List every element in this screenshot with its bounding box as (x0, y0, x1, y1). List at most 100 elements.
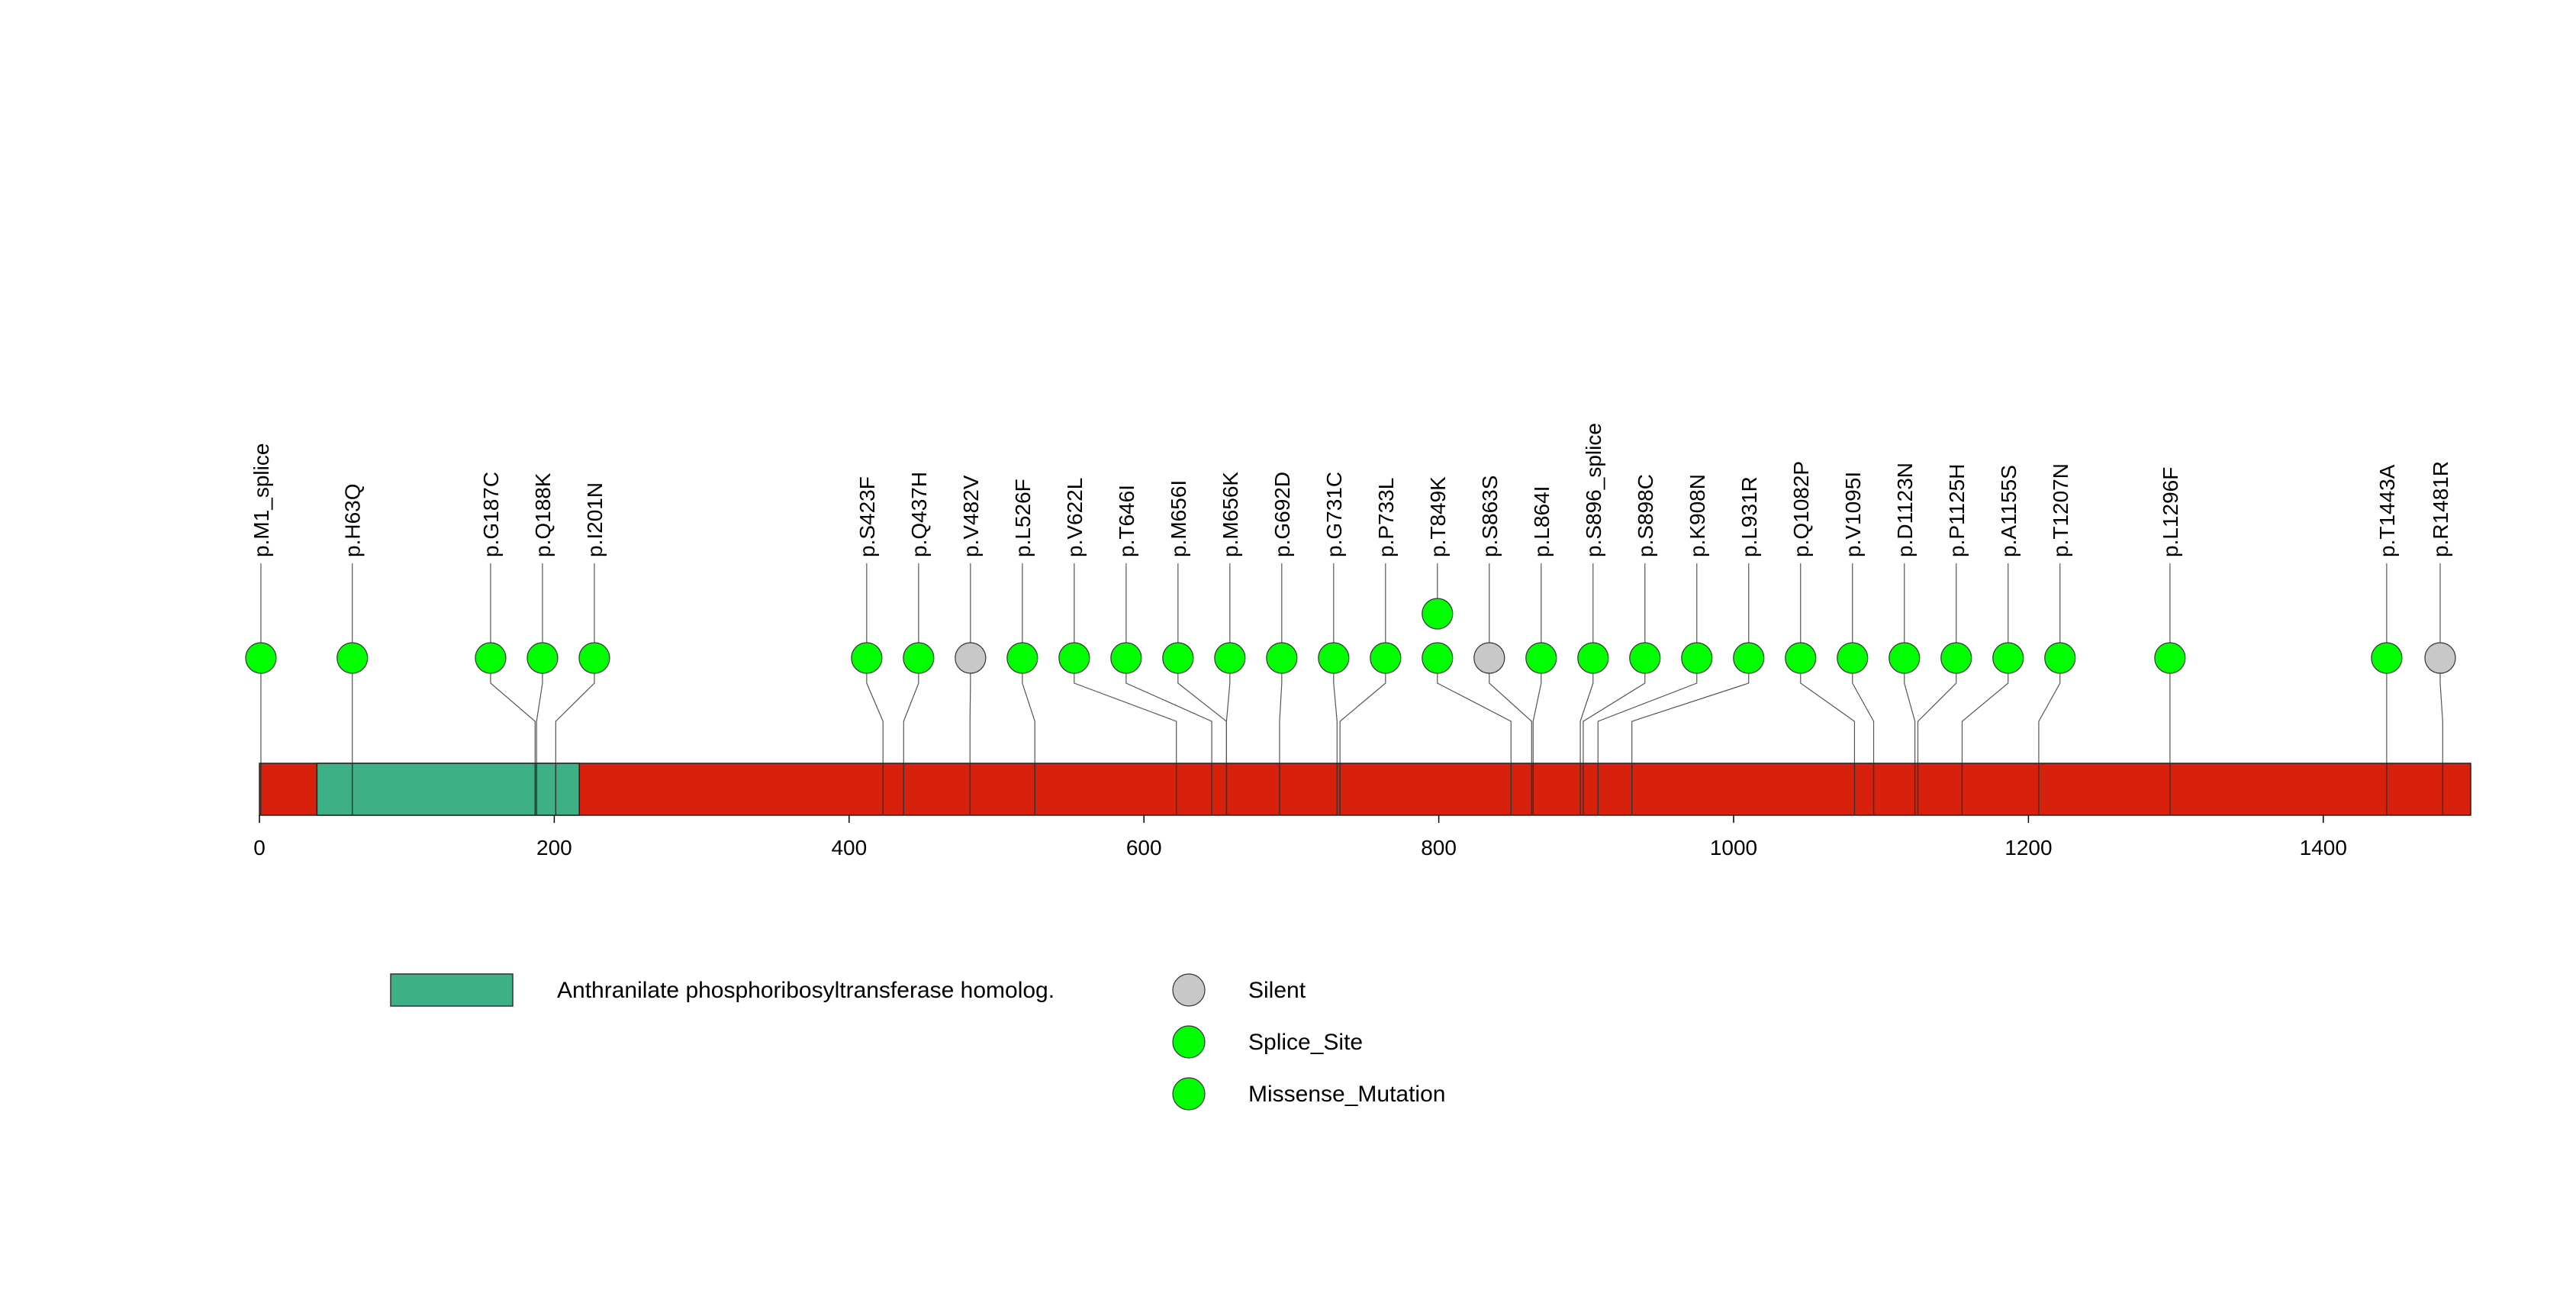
mutation-marker-16-1 (1422, 598, 1454, 630)
legend-label-2: Missense_Mutation (1248, 1082, 1445, 1107)
mutation-marker-14 (1318, 642, 1350, 674)
connector-12 (1225, 658, 1231, 763)
mutation-marker-5 (851, 642, 883, 674)
mutation-label-30: p.T1443A (2375, 464, 2399, 557)
connector-21 (1597, 658, 1698, 763)
legend: Anthranilate phosphoribosyltransferase h… (390, 973, 1445, 1111)
mutation-label-28: p.T1207N (2049, 463, 2072, 557)
connector-4 (555, 658, 595, 763)
mutation-marker-28 (2044, 642, 2076, 674)
mutation-marker-9 (1058, 642, 1090, 674)
mutation-label-8: p.L526F (1011, 479, 1035, 557)
mutation-label-25: p.D1123N (1893, 463, 1917, 557)
mutation-marker-13 (1266, 642, 1298, 674)
mutation-marker-31 (2424, 642, 2456, 674)
mutation-label-0: p.M1_splice (250, 443, 273, 557)
mutation-label-6: p.Q437H (907, 472, 931, 557)
mutation-marker-0 (245, 642, 277, 674)
connector-26 (1917, 658, 1957, 763)
legend-label-1: Splice_Site (1248, 1030, 1363, 1055)
mutation-marker-25 (1889, 642, 1921, 674)
legend-domain-label: Anthranilate phosphoribosyltransferase h… (557, 978, 1055, 1003)
connector-6 (903, 658, 919, 763)
tick-label-3: 600 (1126, 836, 1162, 859)
mutation-marker-24 (1837, 642, 1869, 674)
mutation-marker-3 (526, 642, 559, 674)
connector-19 (1579, 658, 1594, 763)
connector-18 (1532, 658, 1542, 763)
connector-2 (490, 658, 536, 763)
mutation-labels: p.M1_splice p.H63Q p.G187C p.Q188K p.I201N p.… (250, 423, 2452, 557)
mutation-marker-27 (1992, 642, 2024, 674)
connector-3 (536, 658, 543, 763)
tick-label-7: 1400 (2300, 836, 2347, 859)
connector-14 (1333, 658, 1338, 763)
mutation-label-10: p.T646I (1115, 485, 1138, 557)
connector-27 (1961, 658, 2009, 763)
mutation-label-9: p.V622L (1063, 478, 1087, 557)
mutation-label-12: p.M656K (1219, 472, 1242, 557)
connector-16 (1437, 658, 1512, 763)
mutation-label-11: p.M656I (1167, 480, 1190, 557)
mutation-marker-2 (475, 642, 507, 674)
mutation-marker-30 (2371, 642, 2403, 674)
tick-label-1: 200 (536, 836, 572, 859)
mutation-label-17: p.S863S (1478, 476, 1502, 557)
tick-label-0: 0 (253, 836, 266, 859)
connector-15 (1339, 658, 1386, 763)
legend-marker-0 (1172, 973, 1206, 1007)
connector-8 (1022, 658, 1035, 763)
mutation-marker-17 (1473, 642, 1505, 674)
mutation-marker-23 (1785, 642, 1817, 674)
connector-10 (1125, 658, 1212, 763)
connector-23 (1800, 658, 1856, 763)
mutation-label-3: p.Q188K (531, 472, 555, 557)
mutation-marker-12 (1214, 642, 1246, 674)
connector-24 (1852, 658, 1875, 763)
connector-25 (1904, 658, 1916, 763)
protein-bar (259, 763, 2471, 816)
mutation-marker-29 (2154, 642, 2186, 674)
mutation-marker-11 (1162, 642, 1194, 674)
legend-marker-1 (1172, 1025, 1206, 1059)
mutation-label-24: p.V1095I (1841, 472, 1865, 557)
mutation-marker-10 (1110, 642, 1142, 674)
mutation-marker-6 (903, 642, 935, 674)
mutation-label-14: p.G731C (1322, 472, 1346, 557)
mutation-label-27: p.A1155S (1997, 465, 2021, 557)
mutation-marker-4 (578, 642, 610, 674)
mutation-label-15: p.P733L (1374, 478, 1398, 557)
connector-28 (2038, 658, 2061, 763)
connector-20 (1583, 658, 1646, 763)
mutation-label-5: p.S423F (855, 476, 879, 557)
mutation-label-4: p.I201N (583, 482, 607, 557)
mutation-label-1: p.H63Q (341, 484, 365, 558)
mutation-marker-7 (955, 642, 987, 674)
connector-22 (1631, 658, 1750, 763)
tick-label-2: 400 (831, 836, 867, 859)
mutation-marker-26 (1940, 642, 1972, 674)
mutation-marker-21 (1681, 642, 1713, 674)
x-axis: 0 200 400 600 800 1000 1200 1400 (253, 815, 2347, 859)
mutation-label-20: p.S898C (1634, 474, 1657, 557)
domain-0 (316, 763, 580, 816)
mutation-marker-22 (1733, 642, 1765, 674)
mutation-label-21: p.K908N (1686, 474, 1709, 557)
mutation-label-26: p.P1125H (1945, 464, 1969, 557)
mutation-label-13: p.G692D (1270, 472, 1294, 557)
mutation-marker-1 (336, 642, 369, 674)
legend-marker-2 (1172, 1077, 1206, 1111)
mutation-marker-19 (1577, 642, 1609, 674)
mutation-label-29: p.L1296F (2159, 467, 2182, 557)
legend-label-0: Silent (1248, 978, 1306, 1003)
connector-5 (866, 658, 884, 763)
mutation-label-22: p.L931R (1737, 476, 1761, 557)
mutation-marker-16 (1422, 642, 1454, 674)
mutation-marker-20 (1629, 642, 1661, 674)
mutation-label-31: p.R1481R (2429, 461, 2452, 557)
tick-label-5: 1000 (1710, 836, 1757, 859)
tick-label-4: 800 (1421, 836, 1457, 859)
legend-domain-swatch (390, 973, 514, 1007)
mutation-markers (245, 598, 2456, 674)
